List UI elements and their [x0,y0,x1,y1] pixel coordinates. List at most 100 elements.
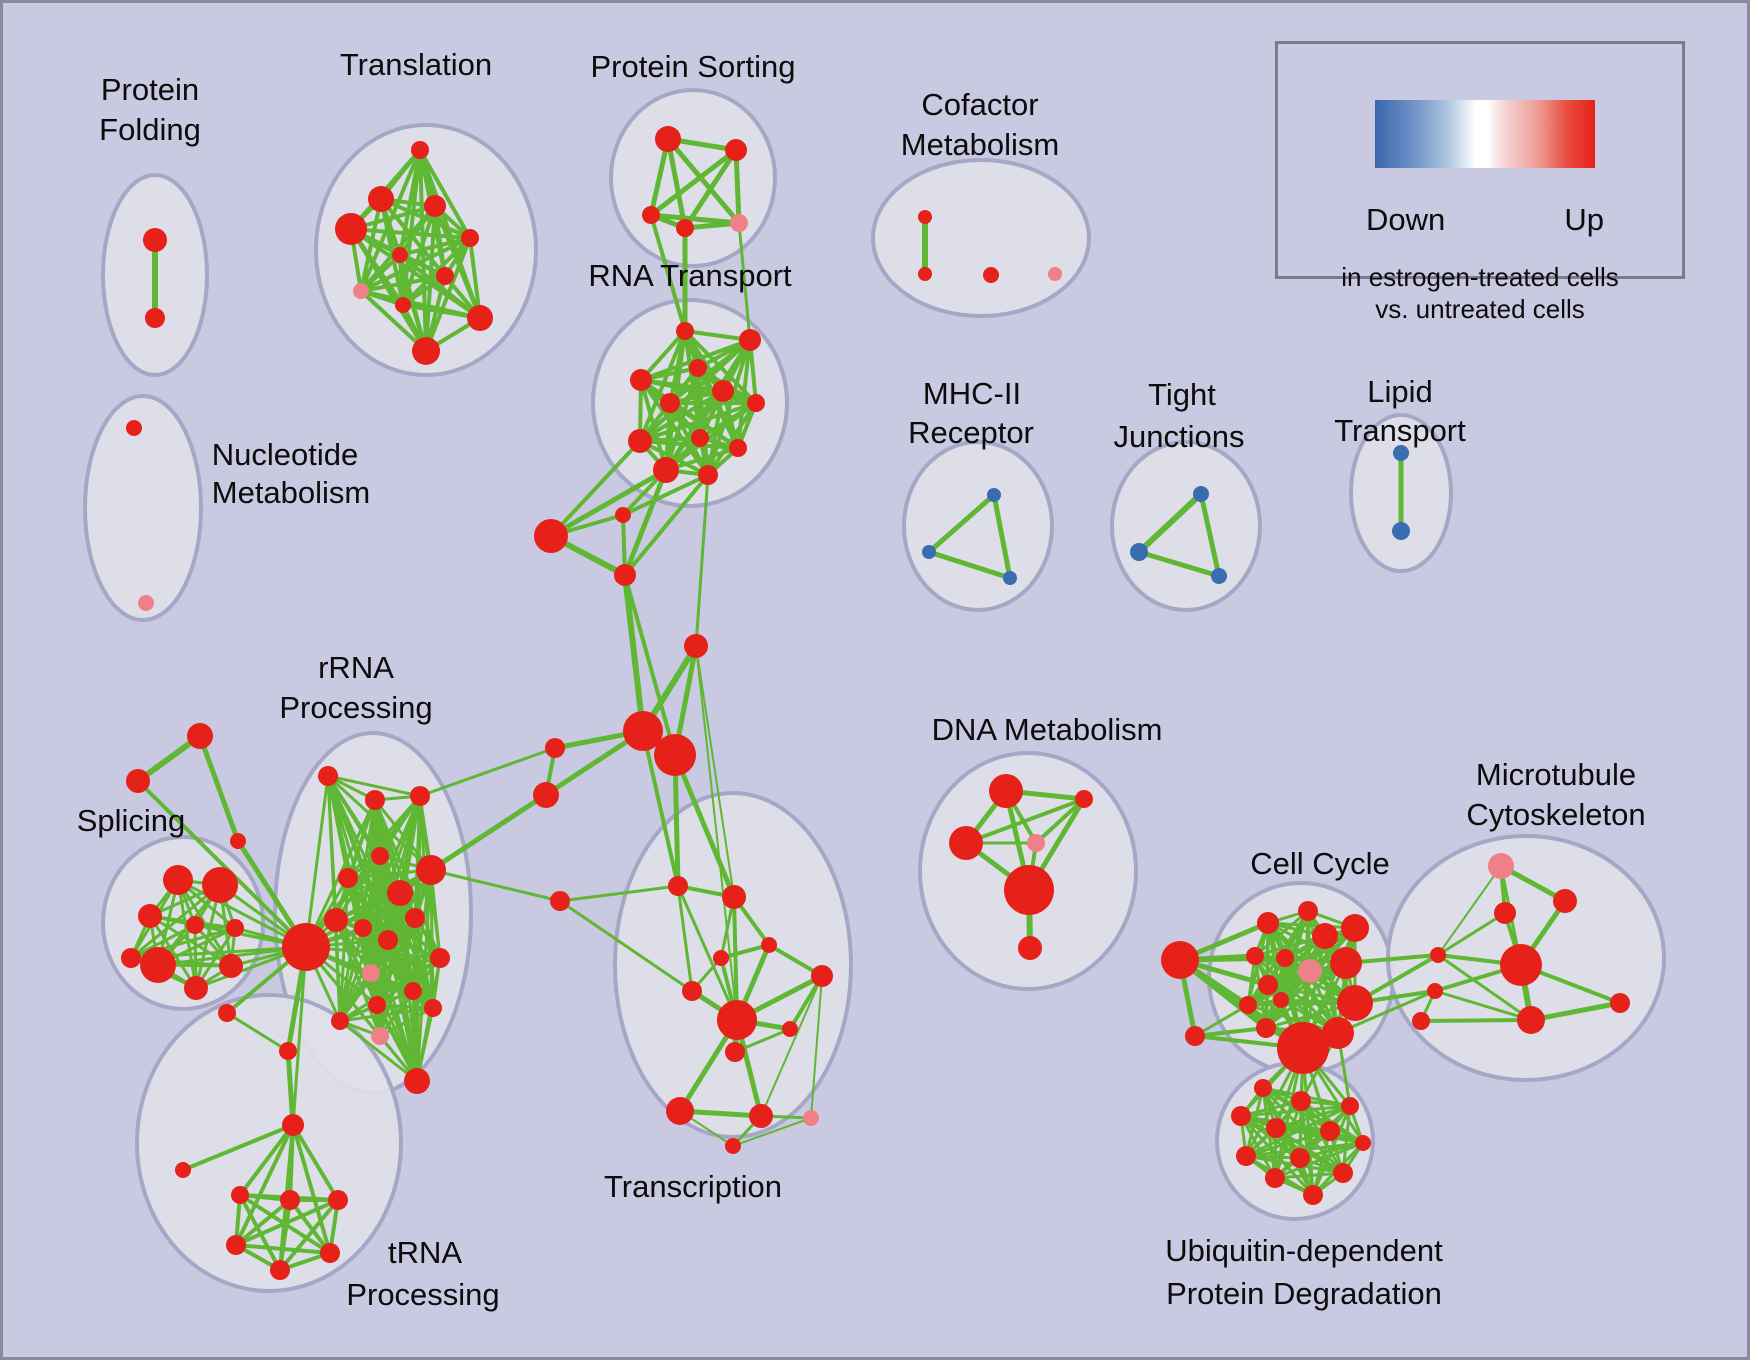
gene-set-node[interactable] [676,322,694,340]
gene-set-node[interactable] [1427,983,1443,999]
gene-set-node[interactable] [653,457,679,483]
gene-set-node[interactable] [354,919,372,937]
gene-set-node[interactable] [803,1110,819,1126]
gene-set-node[interactable] [654,734,696,776]
gene-set-node[interactable] [187,723,213,749]
gene-set-node[interactable] [362,964,380,982]
gene-set-node[interactable] [1333,1163,1353,1183]
gene-set-node[interactable] [411,141,429,159]
gene-set-node[interactable] [918,267,932,281]
gene-set-node[interactable] [270,1260,290,1280]
gene-set-node[interactable] [1027,834,1045,852]
gene-set-node[interactable] [405,908,425,928]
gene-set-node[interactable] [782,1021,798,1037]
gene-set-node[interactable] [1341,914,1369,942]
gene-set-node[interactable] [328,1190,348,1210]
gene-set-node[interactable] [698,465,718,485]
gene-set-node[interactable] [682,981,702,1001]
gene-set-node[interactable] [218,1004,236,1022]
gene-set-node[interactable] [404,1068,430,1094]
gene-set-node[interactable] [338,868,358,888]
gene-set-node[interactable] [353,283,369,299]
gene-set-node[interactable] [1004,865,1054,915]
gene-set-node[interactable] [175,1162,191,1178]
gene-set-node[interactable] [918,210,932,224]
gene-set-node[interactable] [371,847,389,865]
gene-set-node[interactable] [1003,571,1017,585]
gene-set-node[interactable] [138,904,162,928]
gene-set-node[interactable] [395,297,411,313]
gene-set-node[interactable] [749,1104,773,1128]
gene-set-node[interactable] [1246,947,1264,965]
gene-set-node[interactable] [533,782,559,808]
gene-set-node[interactable] [202,867,238,903]
gene-set-node[interactable] [747,394,765,412]
gene-set-node[interactable] [1231,1106,1251,1126]
gene-set-node[interactable] [1322,1017,1354,1049]
gene-set-node[interactable] [280,1190,300,1210]
gene-set-node[interactable] [983,267,999,283]
gene-set-node[interactable] [1553,889,1577,913]
gene-set-node[interactable] [1320,1121,1340,1141]
gene-set-node[interactable] [231,1186,249,1204]
gene-set-node[interactable] [722,885,746,909]
gene-set-node[interactable] [989,774,1023,808]
gene-set-node[interactable] [1430,947,1446,963]
gene-set-node[interactable] [1257,912,1279,934]
gene-set-node[interactable] [1517,1006,1545,1034]
gene-set-node[interactable] [387,880,413,906]
gene-set-node[interactable] [416,855,446,885]
gene-set-node[interactable] [1185,1026,1205,1046]
gene-set-node[interactable] [1048,267,1062,281]
gene-set-node[interactable] [534,519,568,553]
gene-set-node[interactable] [138,595,154,611]
gene-set-node[interactable] [1277,1022,1329,1074]
gene-set-node[interactable] [668,876,688,896]
gene-set-node[interactable] [725,1042,745,1062]
gene-set-node[interactable] [365,790,385,810]
gene-set-node[interactable] [282,1114,304,1136]
gene-set-node[interactable] [1254,1079,1272,1097]
gene-set-node[interactable] [378,930,398,950]
gene-set-node[interactable] [655,126,681,152]
gene-set-node[interactable] [713,950,729,966]
gene-set-node[interactable] [1312,923,1338,949]
gene-set-node[interactable] [1412,1012,1430,1030]
gene-set-node[interactable] [730,214,748,232]
gene-set-node[interactable] [186,916,204,934]
gene-set-node[interactable] [1236,1146,1256,1166]
gene-set-node[interactable] [725,1138,741,1154]
gene-set-node[interactable] [1303,1185,1323,1205]
gene-set-node[interactable] [230,833,246,849]
gene-set-node[interactable] [615,507,631,523]
gene-set-node[interactable] [949,826,983,860]
gene-set-node[interactable] [1337,985,1373,1021]
gene-set-node[interactable] [717,1000,757,1040]
gene-set-node[interactable] [335,213,367,245]
gene-set-node[interactable] [1488,853,1514,879]
gene-set-node[interactable] [1298,901,1318,921]
gene-set-node[interactable] [729,439,747,457]
gene-set-node[interactable] [1265,1168,1285,1188]
gene-set-node[interactable] [461,229,479,247]
gene-set-node[interactable] [922,545,936,559]
gene-set-node[interactable] [368,186,394,212]
gene-set-node[interactable] [368,996,386,1014]
gene-set-node[interactable] [1258,975,1278,995]
gene-set-node[interactable] [282,923,330,971]
gene-set-node[interactable] [1330,947,1362,979]
gene-set-node[interactable] [126,769,150,793]
gene-set-node[interactable] [1161,941,1199,979]
gene-set-node[interactable] [1075,790,1093,808]
gene-set-node[interactable] [1211,568,1227,584]
gene-set-node[interactable] [691,429,709,447]
gene-set-node[interactable] [324,908,348,932]
gene-set-node[interactable] [684,634,708,658]
gene-set-node[interactable] [642,206,660,224]
gene-set-node[interactable] [761,937,777,953]
gene-set-node[interactable] [1393,445,1409,461]
gene-set-node[interactable] [1130,543,1148,561]
gene-set-node[interactable] [1256,1018,1276,1038]
gene-set-node[interactable] [184,976,208,1000]
gene-set-node[interactable] [623,711,663,751]
